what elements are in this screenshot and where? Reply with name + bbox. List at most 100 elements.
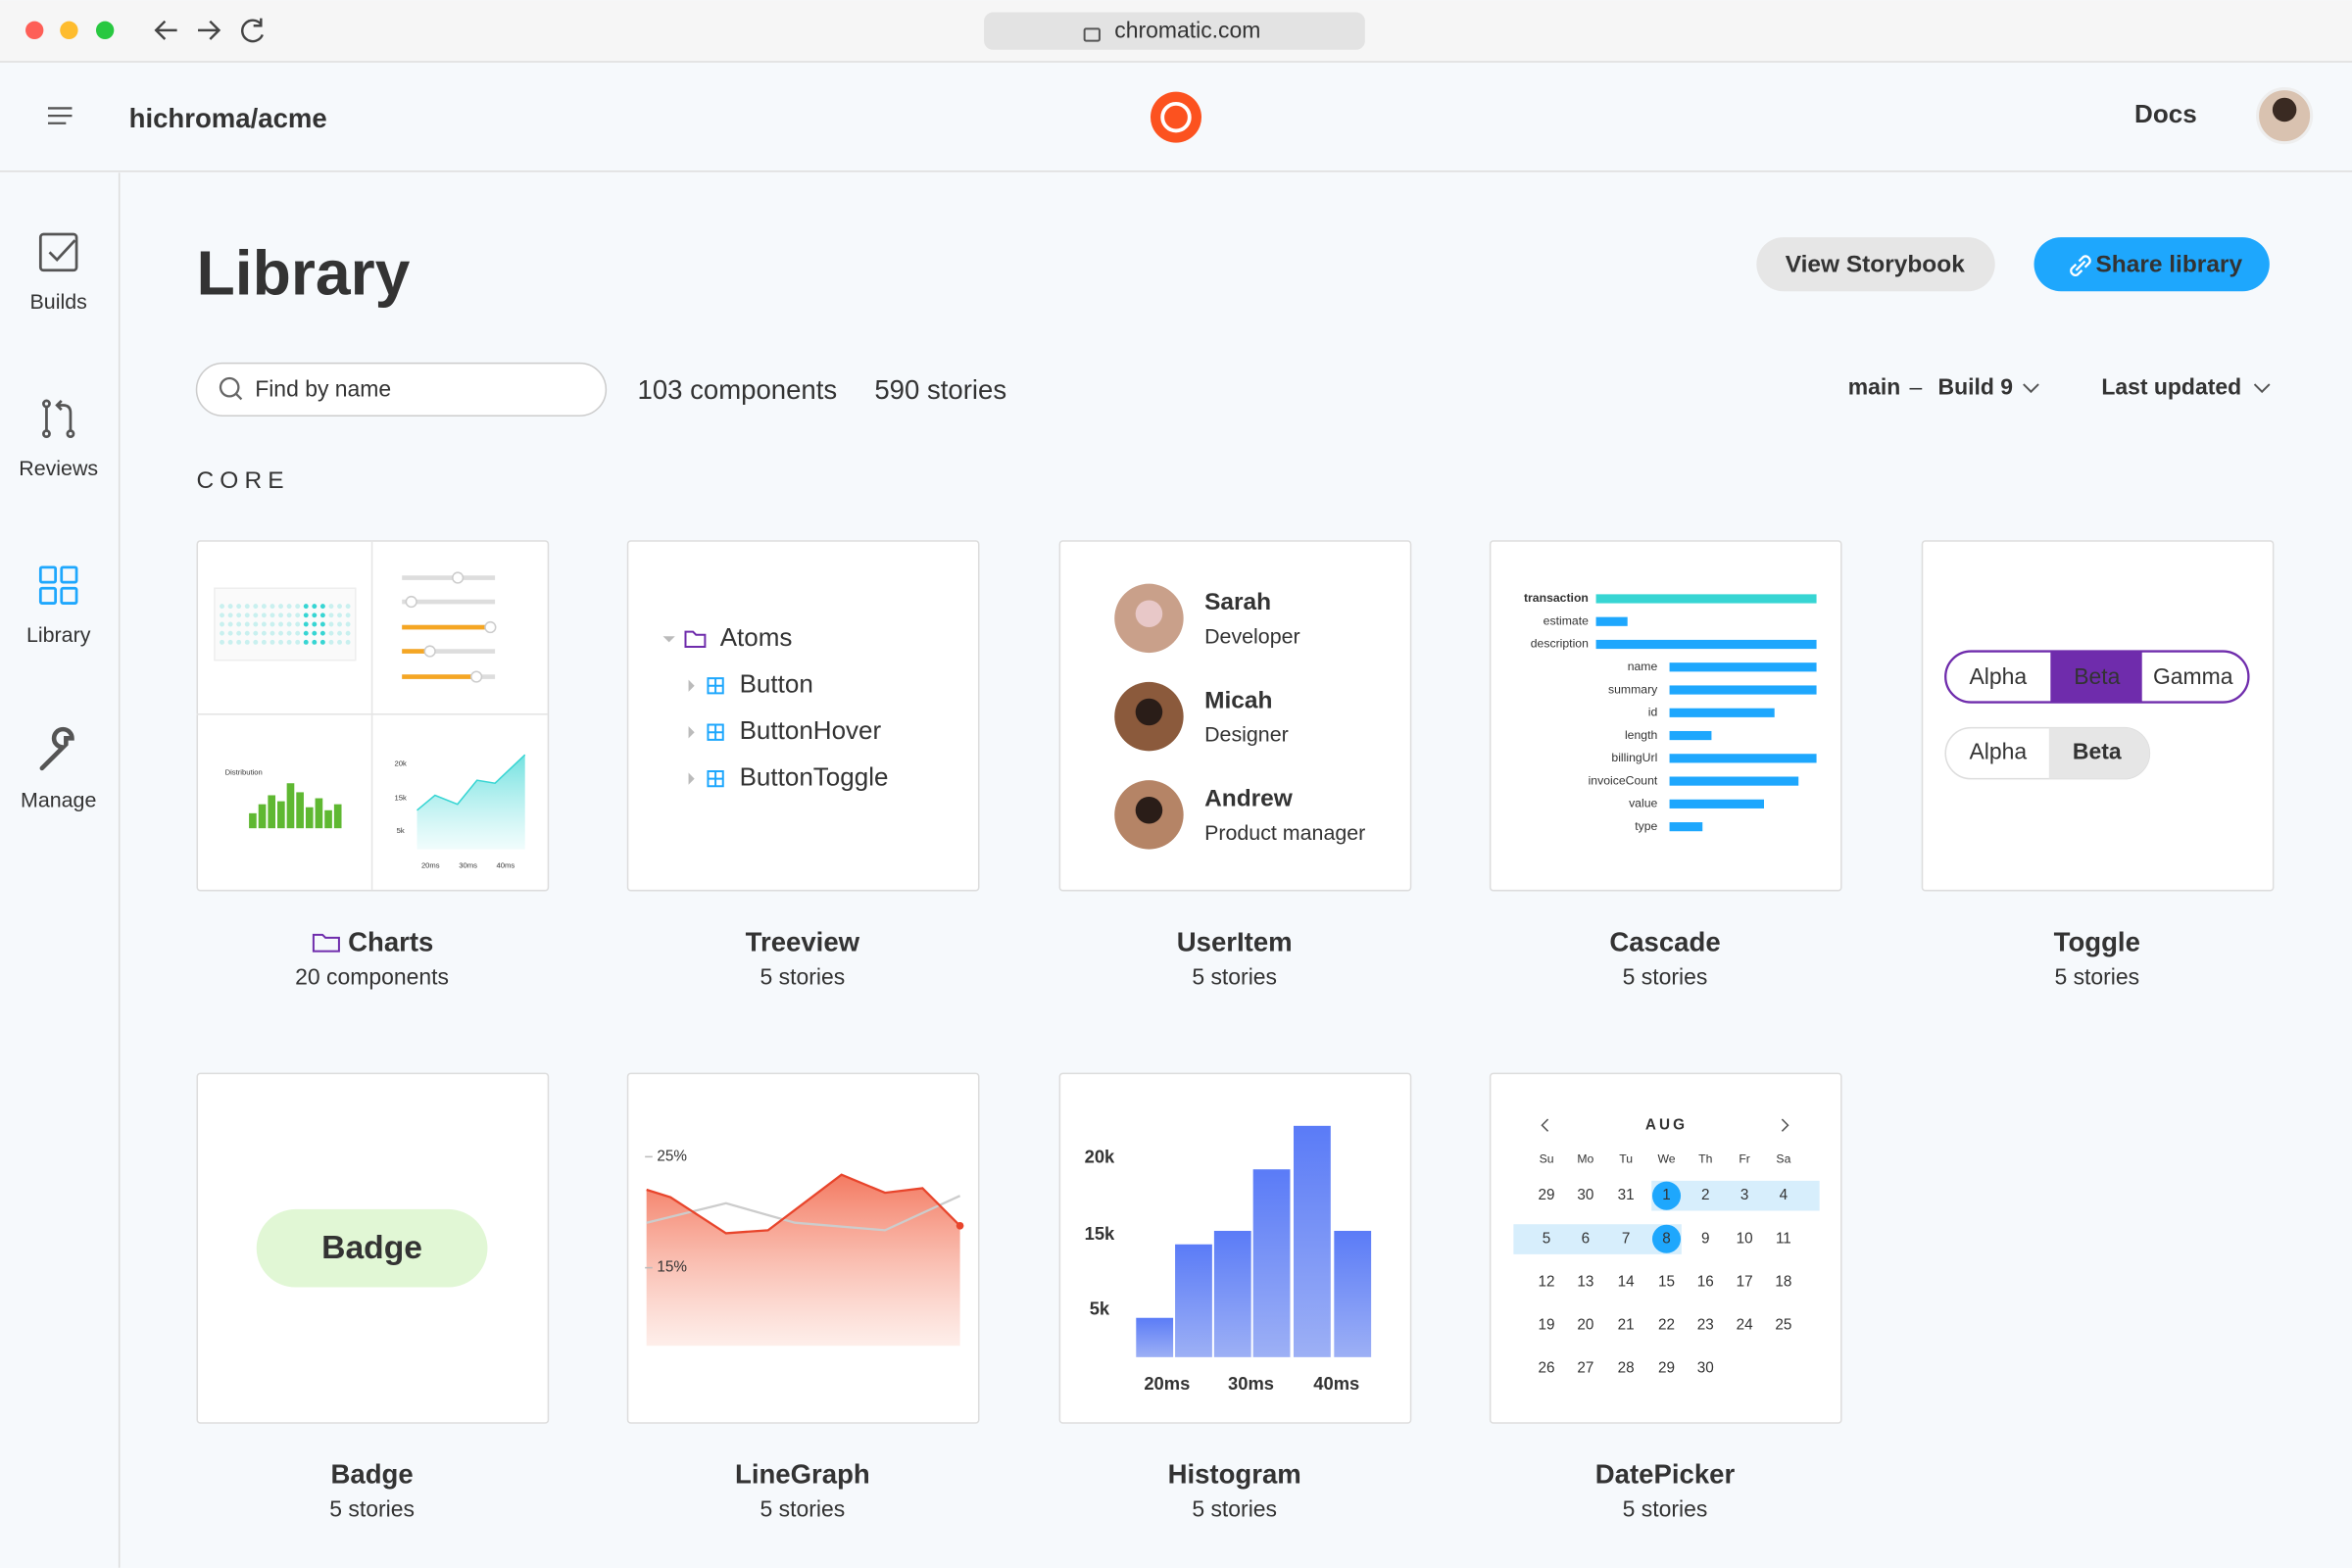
tree-item: ButtonHover [740,715,882,745]
forward-button[interactable] [198,20,221,40]
mini-dot [345,630,351,636]
toggle-active [2050,651,2142,703]
search-icon [219,376,240,398]
page-title: Library [197,237,411,308]
next-month[interactable] [1781,1118,1789,1132]
sidebar-item[interactable]: Builds [30,232,87,314]
folder-icon [312,933,340,953]
builds-icon [48,239,76,263]
sidebar-item[interactable]: Library [26,565,91,647]
reviews-icon [42,429,51,439]
zoom-dot[interactable] [95,21,115,40]
mini-dot [345,621,351,627]
component-card[interactable]: Distribution 20k 15k 5k 20ms 30ms 40ms Charts 20… [196,540,550,989]
area [646,1174,960,1347]
reload-button[interactable] [241,18,264,43]
minimize-dot[interactable] [60,21,78,40]
component-card[interactable]: Sarah Developer Micah Designer Andrew Product… [1058,540,1412,989]
day: 4 [1780,1187,1788,1203]
mini-title: Distribution [225,768,263,777]
mini-dot [261,639,267,645]
mini-dot [236,639,242,645]
button-label: View Storybook [1786,252,1966,278]
mini-tick: 30ms [459,860,477,869]
mini-dot [337,621,342,627]
mini-dot [286,630,292,636]
avatar-hair [2272,97,2297,122]
chevron [2023,383,2039,394]
day: 2 [1701,1187,1710,1203]
component-card[interactable]: 25% 15% LineGraph 5 stories [626,1072,980,1522]
mini-dot [328,639,334,645]
docs-link[interactable]: Docs [2134,99,2197,128]
logo[interactable] [1150,91,1202,143]
day: 5 [1543,1230,1551,1247]
build-select[interactable]: Build 9 [1938,374,2013,400]
component-card[interactable]: 20k 15k 5k 20ms 30ms 40ms Histogram 5 stories [1058,1072,1412,1522]
mini-tick: 20k [395,759,407,767]
hist-bar [1173,1243,1214,1359]
sidebar-item[interactable]: Reviews [19,399,98,480]
prev-month[interactable] [1541,1118,1549,1132]
reviews-icon [45,399,73,431]
mini-dot [227,604,233,610]
card-thumbnail [626,540,980,892]
mini-bar [296,792,304,829]
sidebar-items: Builds Reviews Library Manage [19,232,98,811]
day: 26 [1539,1360,1555,1377]
component-card[interactable]: Alpha Beta Gamma Alpha Beta Toggle 5 stories [1921,540,2275,989]
card-title: Toggle [2054,926,2140,956]
mini-bar [333,804,342,829]
user-role: Product manager [1204,821,1365,845]
card-title: Cascade [1609,926,1720,956]
mini-dot [295,612,301,618]
component-count: 103 components [638,374,838,405]
mini-dot [227,639,233,645]
toggle-option: Alpha [1969,739,2027,764]
day: 25 [1775,1316,1791,1333]
mini-dot [270,621,275,627]
project-name[interactable]: hichroma/acme [129,103,327,133]
tick-label: 30ms [1228,1373,1274,1394]
tree-item: ButtonToggle [740,762,889,792]
component-card[interactable]: Badge Badge 5 stories [196,1072,550,1522]
view-storybook-button[interactable] [1756,237,1995,292]
library-icon [60,586,78,605]
cascade-label: billingUrl [1611,751,1657,764]
mini-dot [337,639,342,645]
back-button[interactable] [154,20,177,40]
selected-day [1651,1224,1682,1253]
tree-arrow [688,772,695,785]
mini-handle [484,620,497,634]
component-card[interactable]: Atoms Button ButtonHover ButtonToggle Treevi… [626,540,980,989]
close-dot[interactable] [25,21,44,40]
mini-dot [328,604,334,610]
mini-dot [319,612,325,618]
sidebar-item[interactable]: Manage [21,726,96,811]
mini-bar [277,801,285,829]
mini-dot [253,604,259,610]
search-input[interactable] [195,362,608,416]
mini-dot [312,630,318,636]
weekday: Th [1698,1152,1712,1166]
card-title: DatePicker [1595,1459,1736,1490]
toggle-option: Alpha [1969,663,2027,689]
weekday: We [1657,1152,1675,1166]
sort-select[interactable]: Last updated [2101,374,2241,400]
search-icon [234,392,243,401]
mini-bar [315,798,323,829]
mini-dot [312,612,318,618]
card-meta: 5 stories [1192,1496,1277,1522]
url-bar[interactable] [984,12,1365,50]
share-library-button[interactable] [2034,237,2270,292]
mini-tick: 15k [395,794,407,803]
day: 13 [1577,1273,1593,1290]
menu-icon[interactable] [47,107,73,124]
branch[interactable]: main [1848,374,1901,400]
hist-bar [1135,1316,1175,1359]
mini-dot [337,604,342,610]
mini-dot [244,612,250,618]
component-card[interactable]: transaction estimate description name summar… [1489,540,1842,989]
story-count: 590 stories [874,374,1006,405]
